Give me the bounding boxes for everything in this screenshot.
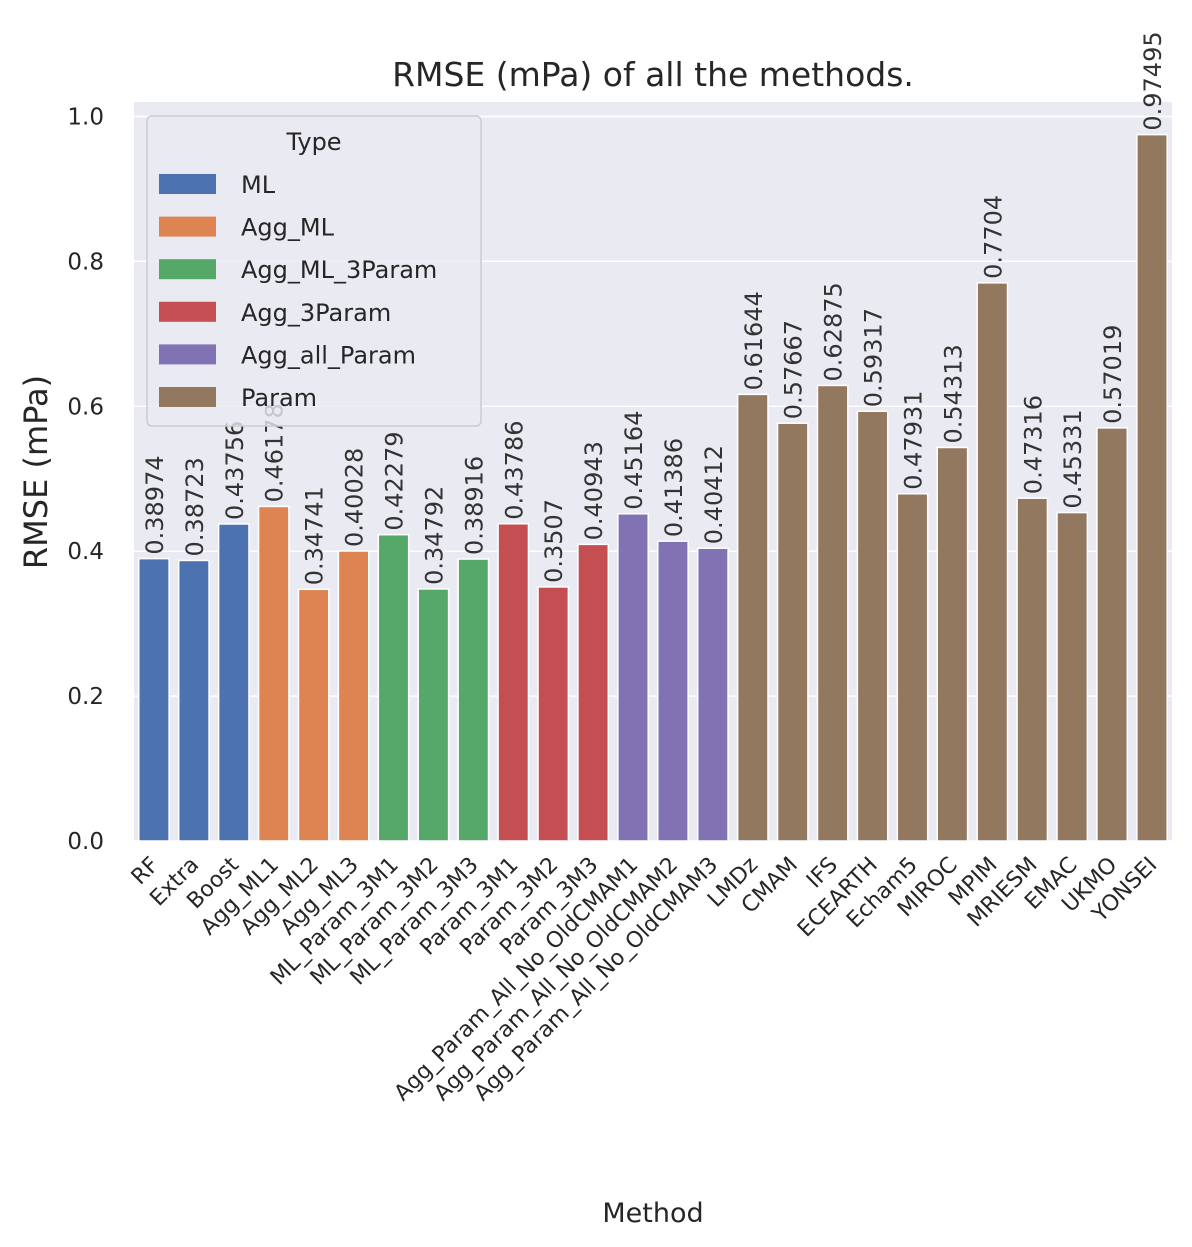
bar bbox=[377, 533, 410, 842]
bar bbox=[1016, 497, 1049, 842]
bar bbox=[936, 446, 969, 842]
x-axis-label: Method bbox=[602, 1198, 703, 1229]
legend-entry-label: Agg_3Param bbox=[241, 299, 391, 327]
bar bbox=[617, 513, 649, 842]
bar-value-label: 0.38974 bbox=[141, 455, 169, 554]
bar-value-label: 0.3507 bbox=[540, 499, 568, 583]
bar-value-label: 0.38723 bbox=[181, 457, 209, 556]
y-tick-label: 0.4 bbox=[67, 539, 104, 565]
bar-value-label: 0.34741 bbox=[301, 486, 329, 585]
bar bbox=[417, 588, 450, 842]
bar-value-label: 0.43786 bbox=[500, 421, 528, 520]
bar-value-label: 0.43756 bbox=[221, 421, 249, 520]
bars bbox=[138, 133, 1168, 842]
bar-value-label: 0.34792 bbox=[420, 486, 448, 585]
legend-box bbox=[146, 115, 482, 427]
bar-value-label: 0.57019 bbox=[1099, 325, 1127, 424]
bar bbox=[297, 588, 330, 842]
bar bbox=[657, 540, 689, 842]
legend-swatch bbox=[159, 259, 216, 280]
bar bbox=[816, 384, 849, 842]
legend-entry-label: Agg_all_Param bbox=[241, 341, 416, 369]
bar-value-label: 0.47316 bbox=[1019, 395, 1047, 494]
y-tick-label: 0.2 bbox=[67, 684, 104, 710]
bar bbox=[217, 523, 250, 842]
legend-swatch bbox=[159, 344, 216, 365]
x-tick-labels: RFExtraBoostAgg_ML1Agg_ML2Agg_ML3ML_Para… bbox=[127, 852, 1163, 1106]
y-tick-label: 0.0 bbox=[67, 829, 104, 855]
legend-entry-label: Agg_ML_3Param bbox=[241, 256, 437, 284]
bar bbox=[976, 282, 1009, 842]
bar-value-label: 0.59317 bbox=[860, 308, 888, 407]
legend-entry-label: Agg_ML bbox=[241, 214, 335, 242]
bar bbox=[736, 393, 769, 842]
bar-value-label: 0.40412 bbox=[700, 445, 728, 544]
y-tick-label: 0.8 bbox=[67, 249, 104, 275]
bar-value-label: 0.38916 bbox=[460, 456, 488, 555]
bar-value-label: 0.57667 bbox=[780, 320, 808, 419]
chart-title: RMSE (mPa) of all the methods. bbox=[392, 55, 914, 94]
legend-entries: ML Agg_ML Agg_ML_3Param Agg_3Param Agg_all_P… bbox=[159, 171, 437, 412]
bar bbox=[138, 557, 170, 842]
legend-title: Type bbox=[285, 128, 341, 156]
legend-swatch bbox=[159, 301, 216, 322]
bar bbox=[776, 422, 809, 842]
bar-value-label: 0.40943 bbox=[580, 441, 608, 540]
bar bbox=[457, 558, 490, 842]
legend-swatch bbox=[159, 216, 216, 237]
bar bbox=[337, 550, 370, 842]
bar bbox=[1136, 133, 1168, 842]
bar-value-label: 0.41386 bbox=[660, 438, 688, 537]
bar bbox=[537, 586, 570, 842]
y-axis-label: RMSE (mPa) bbox=[17, 375, 55, 569]
legend-entry-label: Param bbox=[241, 384, 317, 412]
bar bbox=[1096, 427, 1129, 842]
bar-value-label: 0.7704 bbox=[979, 195, 1007, 279]
bar-value-label: 0.47931 bbox=[900, 390, 928, 489]
bar-value-label: 0.42279 bbox=[381, 431, 409, 530]
legend: Type ML Agg_ML Agg_ML_3Param Agg_3Param Agg_… bbox=[146, 115, 482, 427]
bar-value-label: 0.62875 bbox=[820, 282, 848, 381]
y-tick-label: 0.6 bbox=[67, 394, 104, 420]
bar-value-label: 0.45164 bbox=[620, 411, 648, 510]
bar bbox=[497, 523, 530, 842]
bar bbox=[896, 492, 929, 842]
bar-value-label: 0.45331 bbox=[1059, 409, 1087, 508]
bar bbox=[856, 410, 889, 842]
bar-value-label: 0.61644 bbox=[740, 291, 768, 390]
bar-value-label: 0.97495 bbox=[1139, 31, 1167, 130]
legend-swatch bbox=[159, 387, 216, 407]
bar bbox=[577, 543, 610, 842]
legend-swatch bbox=[159, 174, 216, 194]
bar bbox=[257, 505, 290, 842]
y-tick-label: 1.0 bbox=[67, 104, 104, 130]
legend-entry-label: ML bbox=[241, 171, 276, 199]
bar-value-label: 0.40028 bbox=[341, 448, 369, 547]
bar bbox=[177, 559, 210, 842]
bar bbox=[1056, 511, 1089, 842]
bar bbox=[696, 547, 729, 842]
bar-value-label: 0.54313 bbox=[939, 344, 967, 443]
y-tick-labels: 0.0 0.2 0.4 0.6 0.8 1.0 bbox=[67, 104, 104, 855]
